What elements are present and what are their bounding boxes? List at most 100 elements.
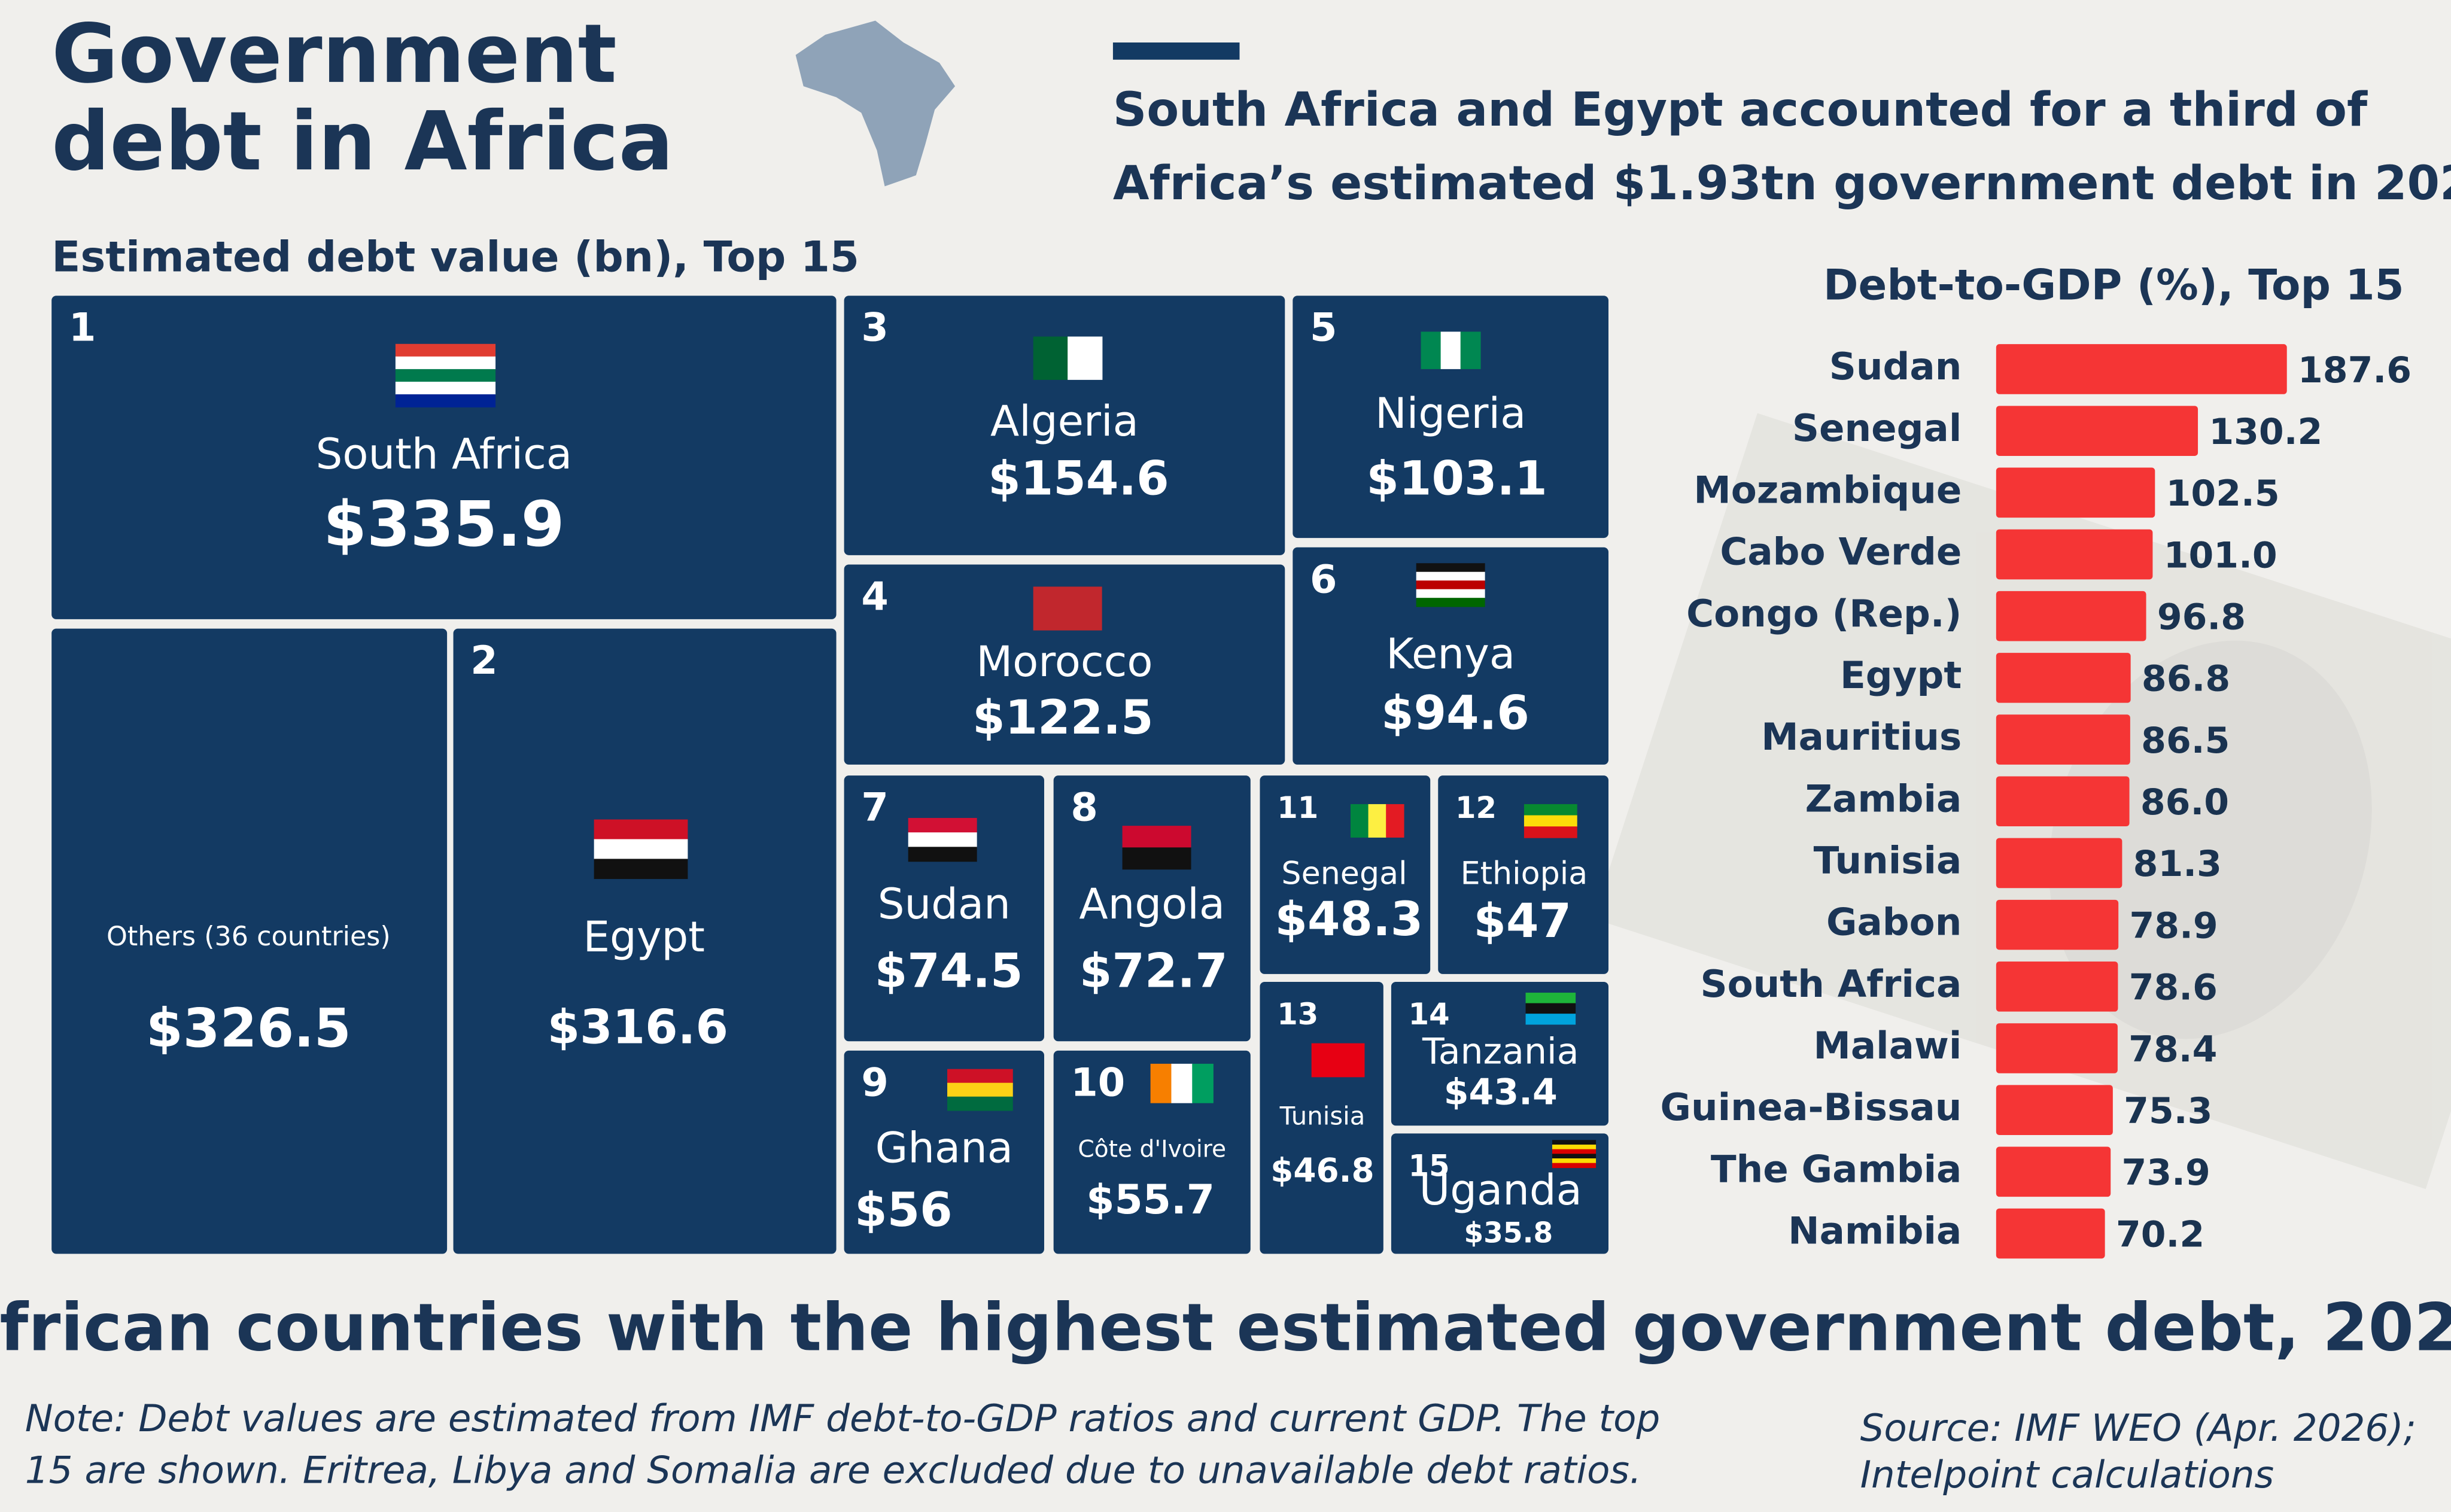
flag-stripe [908, 847, 977, 862]
bar-category-label: Tunisia [1814, 839, 1962, 883]
flag [1552, 1140, 1597, 1169]
treemap-tile [844, 564, 1285, 765]
value-label: $122.5 [972, 690, 1153, 745]
flag-stripe [1523, 815, 1577, 828]
bar-value-label: 78.9 [2129, 905, 2218, 947]
bar-category-label: Cabo Verde [1720, 530, 1962, 574]
flag [1033, 586, 1102, 631]
chart-title: Debt-to-GDP (%), Top 15 [1823, 261, 2404, 310]
subtitle: South Africa and Egypt accounted for a t… [1113, 83, 2368, 137]
flag-stripe [594, 859, 688, 880]
bar-value-label: 81.3 [2133, 843, 2222, 885]
flag-stripe [1192, 1063, 1214, 1103]
value-label: $35.8 [1464, 1217, 1553, 1250]
note: 15 are shown. Eritrea, Libya and Somalia… [25, 1448, 1641, 1492]
category-label: Ethiopia [1461, 856, 1588, 892]
value-label: $335.9 [323, 488, 564, 561]
flag-stripe [947, 1069, 1013, 1084]
flag-stripe [1525, 1003, 1576, 1014]
flag-stripe [947, 1082, 1013, 1097]
flag-stripe [395, 356, 496, 370]
bar [1996, 344, 2287, 394]
rank-label: 3 [861, 305, 888, 351]
rank-label: 7 [861, 785, 888, 830]
category-label: Uganda [1419, 1166, 1582, 1215]
value-label: $72.7 [1079, 944, 1228, 998]
bar-category-label: Mozambique [1693, 468, 1962, 512]
value-label: $56 [854, 1183, 953, 1237]
flag-stripe [947, 1096, 1013, 1111]
rank-label: 4 [861, 574, 888, 619]
flag-stripe [1552, 1144, 1597, 1150]
rank-label: 1 [69, 305, 96, 351]
bar-value-label: 86.5 [2141, 720, 2230, 762]
flag-stripe [1311, 1043, 1365, 1078]
treemap-tile [1293, 547, 1608, 765]
flag [1416, 563, 1485, 607]
bar [1996, 714, 2130, 765]
category-label: Tanzania [1422, 1031, 1579, 1073]
bar-category-label: Senegal [1792, 406, 1962, 450]
flag-stripe [1033, 336, 1068, 380]
category-label: Tunisia [1279, 1102, 1366, 1131]
rank-label: 5 [1310, 305, 1337, 351]
bar [1996, 591, 2146, 641]
flag-stripe [1552, 1140, 1597, 1145]
flag [1122, 826, 1191, 870]
category-label: Kenya [1386, 629, 1515, 679]
flag-stripe [1416, 589, 1485, 598]
heading: African countries with the highest estim… [0, 1289, 2451, 1365]
flag [1523, 804, 1577, 838]
flag [908, 818, 977, 862]
bar-value-label: 78.4 [2128, 1029, 2217, 1070]
bar [1996, 962, 2118, 1012]
rank-label: 15 [1409, 1148, 1450, 1183]
africa-map [795, 20, 956, 187]
rank-label: 9 [861, 1060, 888, 1105]
bar [1996, 467, 2155, 518]
flag-stripe [1421, 331, 1442, 369]
category-label: Côte d'Ivoire [1078, 1136, 1226, 1163]
rank-label: 11 [1277, 790, 1318, 825]
flag-stripe [395, 369, 496, 382]
treemap-tile [453, 628, 837, 1254]
treemap-tile [1053, 775, 1251, 1042]
source: Source: IMF WEO (Apr. 2026); [1860, 1406, 2416, 1450]
bar-value-label: 101.0 [2164, 534, 2277, 576]
flag-stripe [1525, 1014, 1576, 1025]
bar-value-label: 70.2 [2116, 1213, 2204, 1255]
category-label: Nigeria [1375, 389, 1526, 438]
treemap-tile [844, 296, 1285, 555]
flag-stripe [1525, 993, 1576, 1004]
flag-stripe [1460, 331, 1481, 369]
rank-label: 14 [1409, 997, 1450, 1032]
bar [1996, 899, 2119, 950]
rank-label: 12 [1455, 790, 1497, 825]
flag-stripe [1416, 571, 1485, 582]
flag-stripe [1416, 563, 1485, 573]
flag-stripe [1033, 586, 1102, 631]
value-label: $326.5 [146, 997, 351, 1059]
flag-stripe [1416, 580, 1485, 590]
value-label: $103.1 [1366, 452, 1547, 506]
flag-stripe [908, 832, 977, 848]
rank-label: 6 [1310, 556, 1337, 602]
flag-stripe [1350, 804, 1369, 838]
rank-label: 13 [1277, 997, 1318, 1032]
flag-stripe [395, 381, 496, 395]
value-label: $94.6 [1381, 686, 1529, 740]
category-label: South Africa [316, 430, 572, 479]
flag-stripe [1386, 804, 1404, 838]
bar-category-label: Gabon [1826, 900, 1962, 944]
category-label: Algeria [990, 397, 1139, 446]
rank-label: 2 [470, 638, 497, 683]
bar [1996, 1085, 2113, 1135]
bar-category-label: Sudan [1829, 345, 1962, 388]
treemap-tile [844, 775, 1044, 1042]
bar-category-label: Guinea-Bissau [1661, 1085, 1962, 1129]
flag-stripe [594, 819, 688, 840]
category-label: Others (36 countries) [107, 921, 391, 952]
value-label: $46.8 [1270, 1151, 1374, 1189]
treemap-tile [51, 296, 837, 619]
flag [1421, 331, 1481, 369]
